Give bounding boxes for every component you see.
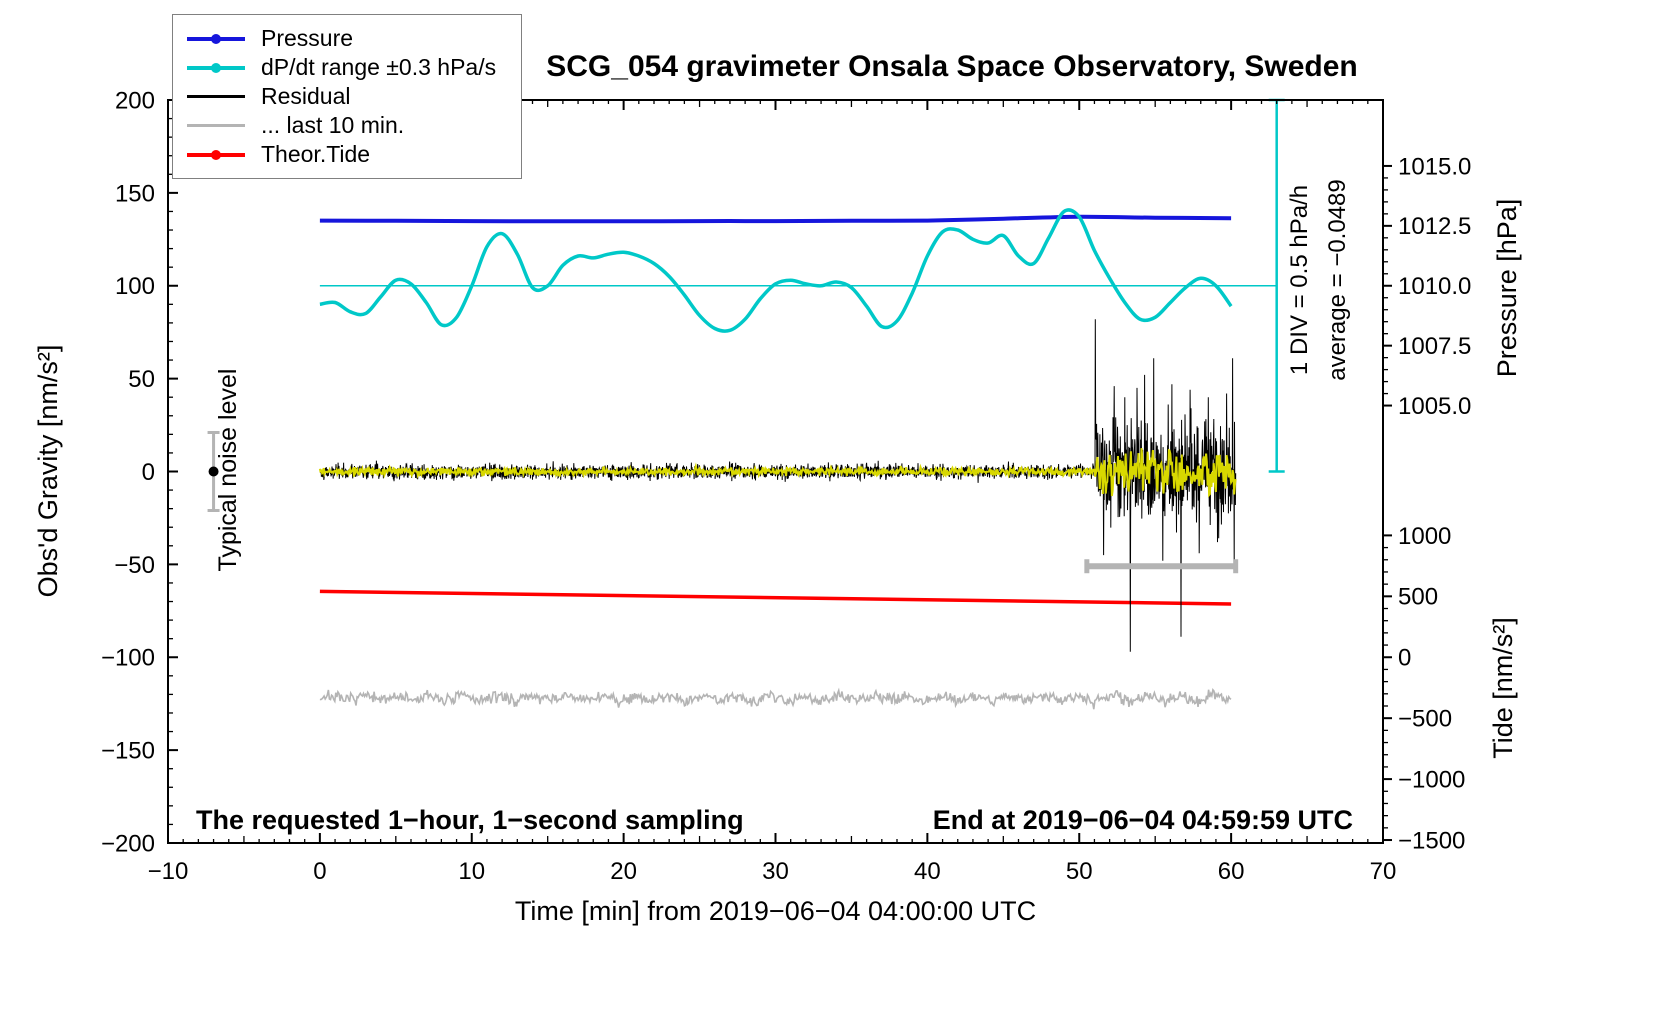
x-tick-label: 0 — [313, 858, 326, 885]
x-tick-label: 40 — [914, 858, 941, 885]
legend-line-icon — [187, 33, 245, 45]
pressure-tick-label: 1007.5 — [1398, 333, 1471, 360]
typical-noise-label: Typical noise level — [214, 369, 242, 572]
pressure-tick-label: 1005.0 — [1398, 393, 1471, 420]
tide-tick-label: −1000 — [1398, 767, 1465, 794]
legend-item-label: ... last 10 min. — [261, 112, 405, 138]
legend-item-pressure: Pressure — [187, 24, 515, 53]
tide-tick-label: 1000 — [1398, 523, 1451, 550]
chart-title: SCG_054 gravimeter Onsala Space Observat… — [546, 50, 1358, 83]
tide-tick-label: −1500 — [1398, 827, 1465, 854]
legend-line-icon — [187, 149, 245, 161]
y-axis-title: Obs'd Gravity [nm/s²] — [33, 345, 63, 598]
legend-item-last-10-min: ... last 10 min. — [187, 111, 515, 140]
y-tick-label: 50 — [128, 366, 155, 393]
tide-tick-label: 0 — [1398, 645, 1411, 672]
pressure-axis-title: Pressure [hPa] — [1492, 199, 1522, 378]
x-tick-label: 10 — [458, 858, 485, 885]
line-sample-icon — [187, 124, 245, 127]
end-time-note: End at 2019−06−04 04:59:59 UTC — [933, 805, 1353, 835]
noise-marker-dot — [208, 466, 219, 477]
pressure-tick-label: 1010.0 — [1398, 273, 1471, 300]
legend-item-label: Theor.Tide — [261, 141, 371, 167]
pressure-tick-label: 1012.5 — [1398, 213, 1471, 240]
tide-tick-label: 500 — [1398, 584, 1438, 611]
legend-line-icon — [187, 120, 245, 132]
pressure-tick-label: 1015.0 — [1398, 153, 1471, 180]
y-tick-label: −150 — [101, 738, 155, 765]
x-tick-label: 20 — [610, 858, 637, 885]
y-tick-label: 200 — [115, 87, 155, 114]
y-tick-label: −100 — [101, 645, 155, 672]
sampling-note: The requested 1−hour, 1−second sampling — [196, 805, 744, 835]
dot-marker-icon — [211, 149, 221, 160]
legend-line-icon — [187, 91, 245, 103]
dpdt-series — [319, 208, 1233, 333]
legend-item-label: Residual — [261, 83, 351, 109]
pressure-series — [319, 214, 1232, 224]
x-tick-label: 60 — [1218, 858, 1245, 885]
x-tick-label: 30 — [762, 858, 789, 885]
x-tick-label: 50 — [1066, 858, 1093, 885]
legend-item-label: Pressure — [261, 25, 354, 51]
filtered-residual-series — [318, 448, 1237, 498]
legend-item-label: dP/dt range ±0.3 hPa/s — [261, 54, 497, 80]
legend-line-icon — [187, 62, 245, 74]
dot-marker-icon — [211, 33, 221, 44]
average-label: average = −0.0489 — [1324, 179, 1351, 381]
div-scale-label: 1 DIV = 0.5 hPa/h — [1286, 185, 1313, 375]
legend-item-dp-dt-range-0-3-hpa-s: dP/dt range ±0.3 hPa/s — [187, 53, 515, 82]
legend-item-theor-tide: Theor.Tide — [187, 140, 515, 169]
y-tick-label: 150 — [115, 180, 155, 207]
y-tick-label: 100 — [115, 273, 155, 300]
x-tick-label: −10 — [148, 858, 189, 885]
last10min-trace-series — [319, 687, 1232, 710]
dot-marker-icon — [211, 62, 221, 73]
y-tick-label: −200 — [101, 830, 155, 857]
line-sample-icon — [187, 95, 245, 98]
theor-tide-series — [319, 589, 1232, 606]
tide-tick-label: −500 — [1398, 706, 1452, 733]
x-axis-title: Time [min] from 2019−06−04 04:00:00 UTC — [515, 896, 1036, 926]
y-tick-label: 0 — [142, 459, 155, 486]
x-tick-label: 70 — [1370, 858, 1397, 885]
tide-axis-title: Tide [nm/s²] — [1488, 617, 1518, 759]
legend: Pressure dP/dt range ±0.3 hPa/s Residual..… — [172, 14, 522, 179]
y-tick-label: −50 — [114, 552, 155, 579]
legend-item-residual: Residual — [187, 82, 515, 111]
